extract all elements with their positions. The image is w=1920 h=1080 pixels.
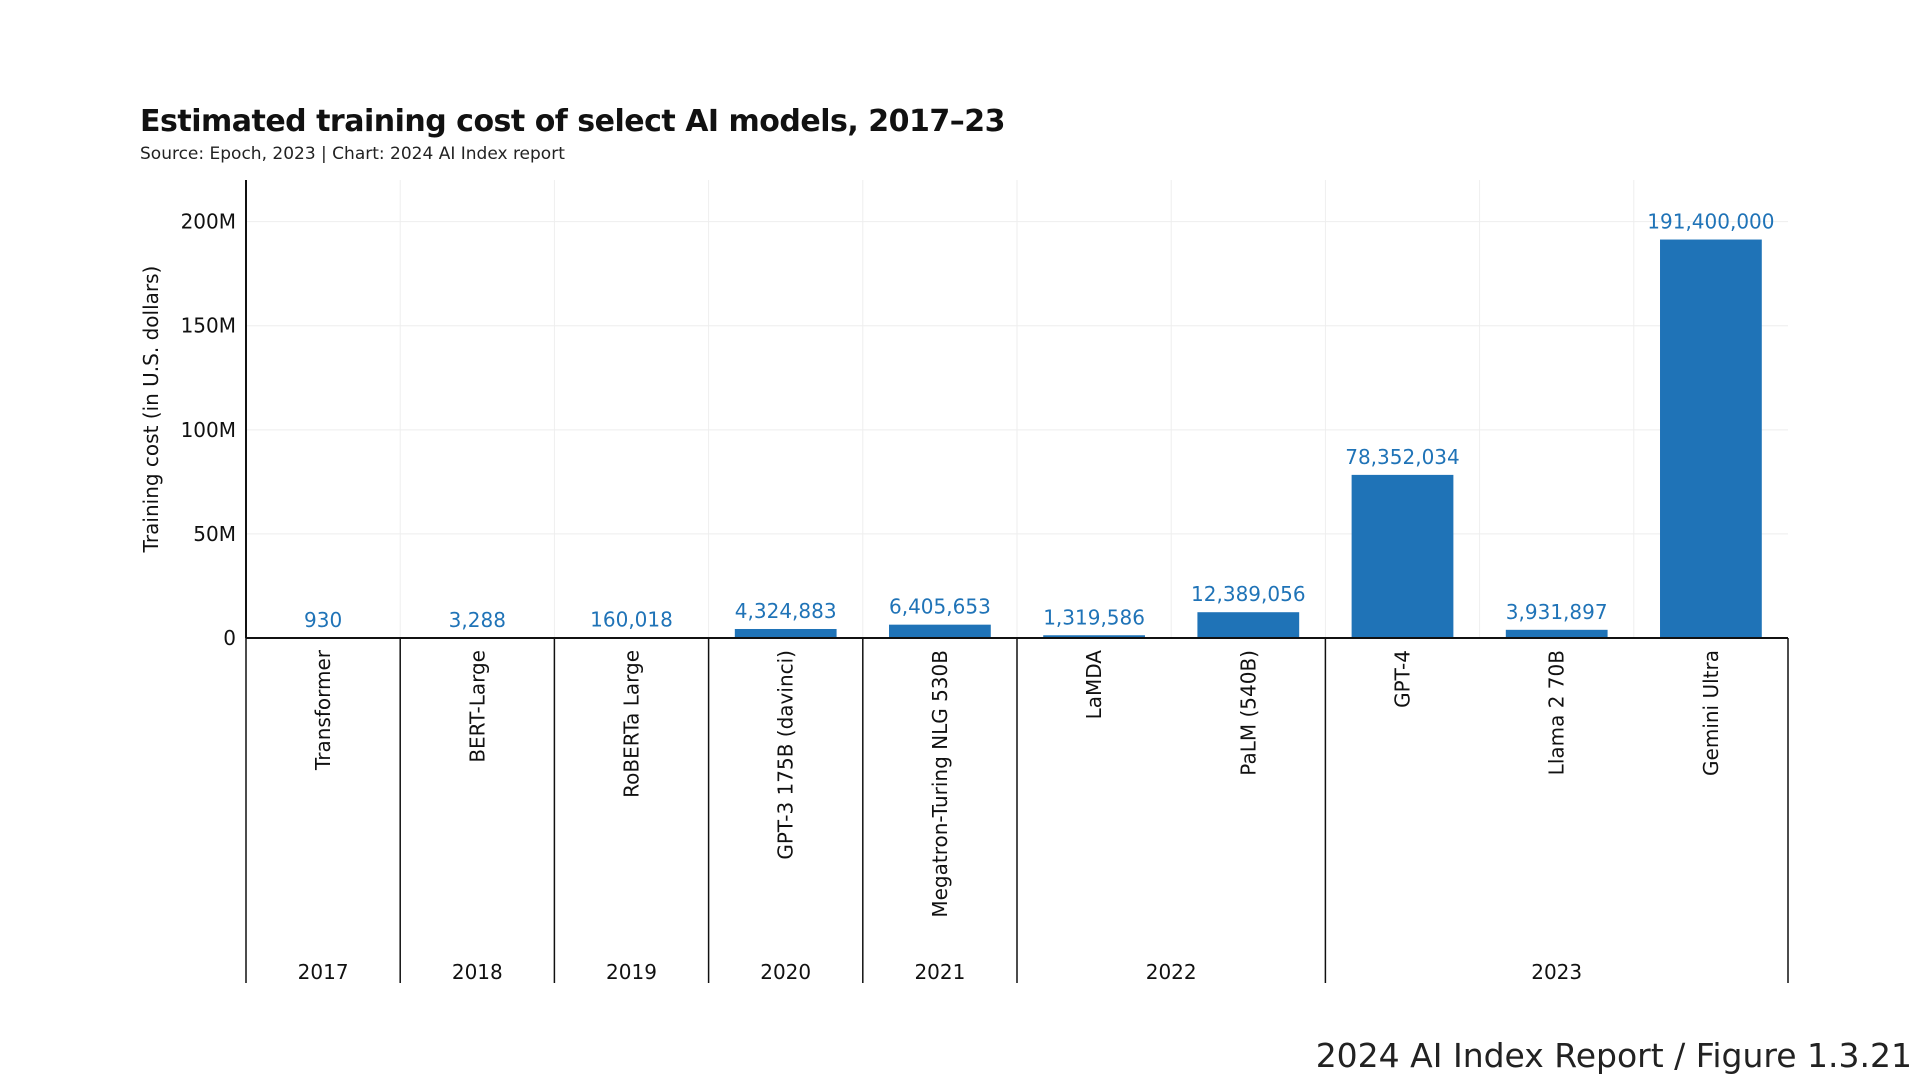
bar-value-label: 1,319,586 [1043, 605, 1145, 629]
year-group-label: 2018 [452, 960, 503, 984]
year-group-label: 2020 [760, 960, 811, 984]
bar [1505, 629, 1608, 638]
category-label: GPT-4 [1391, 650, 1415, 708]
category-label: GPT-3 175B (davinci) [774, 650, 798, 860]
bar [1043, 635, 1145, 638]
year-group-label: 2017 [298, 960, 349, 984]
bar-value-label: 160,018 [590, 608, 673, 632]
bar-value-label: 12,389,056 [1191, 582, 1306, 606]
y-tick-label: 200M [181, 210, 236, 234]
bar-value-label: 930 [304, 608, 342, 632]
chart-subtitle: Source: Epoch, 2023 | Chart: 2024 AI Ind… [140, 144, 565, 164]
bar [734, 628, 837, 638]
bar [889, 624, 991, 638]
figure-caption: 2024 AI Index Report / Figure 1.3.21 [1315, 1036, 1912, 1075]
y-tick-label: 100M [181, 418, 236, 442]
category-label: Llama 2 70B [1545, 650, 1569, 775]
category-label: RoBERTa Large [620, 650, 644, 798]
bar-value-label: 6,405,653 [889, 595, 991, 619]
year-group-label: 2023 [1531, 960, 1582, 984]
category-label: Transformer [311, 649, 335, 771]
category-label: LaMDA [1082, 650, 1106, 720]
year-group-label: 2021 [914, 960, 965, 984]
category-label: Gemini Ultra [1699, 650, 1723, 776]
category-label: BERT-Large [465, 650, 489, 763]
bar [1197, 612, 1300, 638]
bar [1660, 239, 1762, 639]
category-label: PaLM (540B) [1236, 650, 1260, 776]
y-tick-label: 150M [181, 314, 236, 338]
bar-value-label: 191,400,000 [1647, 210, 1774, 234]
y-tick-label: 0 [223, 626, 236, 650]
chart-title: Estimated training cost of select AI mod… [140, 104, 1005, 139]
bar [1351, 474, 1454, 638]
bar-value-label: 3,931,897 [1506, 600, 1608, 624]
y-axis-title: Training cost (in U.S. dollars) [139, 266, 163, 554]
bar-value-label: 4,324,883 [735, 599, 837, 623]
category-label: Megatron-Turing NLG 530B [928, 650, 952, 918]
bar-value-label: 78,352,034 [1345, 445, 1460, 469]
y-tick-label: 50M [193, 522, 236, 546]
bar-value-label: 3,288 [449, 608, 506, 632]
year-group-label: 2019 [606, 960, 657, 984]
year-group-label: 2022 [1146, 960, 1197, 984]
